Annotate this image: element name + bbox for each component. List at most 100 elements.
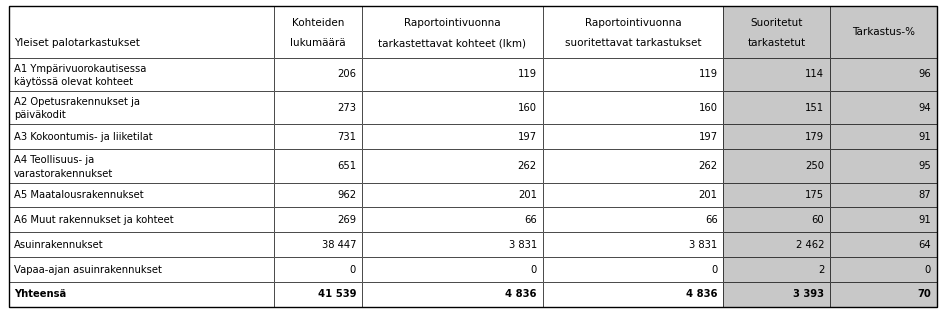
Bar: [273, 6, 361, 58]
Bar: [543, 149, 724, 183]
Bar: [724, 207, 830, 232]
Bar: [273, 282, 361, 307]
Text: 60: 60: [812, 215, 824, 225]
Text: 3 393: 3 393: [794, 290, 824, 299]
Text: varastorakennukset: varastorakennukset: [14, 169, 114, 179]
Bar: [543, 58, 724, 91]
Bar: [361, 58, 543, 91]
Bar: [273, 257, 361, 282]
Bar: [9, 58, 273, 91]
Bar: [830, 6, 937, 58]
Bar: [724, 149, 830, 183]
Bar: [543, 257, 724, 282]
Bar: [361, 232, 543, 257]
Bar: [9, 282, 273, 307]
Bar: [830, 282, 937, 307]
Bar: [9, 257, 273, 282]
Bar: [543, 183, 724, 207]
Text: 119: 119: [517, 69, 536, 79]
Text: 731: 731: [337, 132, 356, 142]
Bar: [273, 232, 361, 257]
Text: Asuinrakennukset: Asuinrakennukset: [14, 240, 104, 250]
Bar: [361, 207, 543, 232]
Text: 0: 0: [924, 265, 931, 275]
Text: A1 Ympärivuorokautisessa: A1 Ympärivuorokautisessa: [14, 64, 147, 74]
Bar: [543, 282, 724, 307]
Text: A2 Opetusrakennukset ja: A2 Opetusrakennukset ja: [14, 97, 140, 107]
Bar: [724, 149, 830, 183]
Bar: [273, 6, 361, 58]
Bar: [724, 257, 830, 282]
Bar: [543, 282, 724, 307]
Bar: [830, 149, 937, 183]
Bar: [9, 257, 273, 282]
Bar: [361, 91, 543, 124]
Bar: [273, 149, 361, 183]
Text: 201: 201: [517, 190, 536, 200]
Bar: [9, 183, 273, 207]
Text: 160: 160: [517, 103, 536, 113]
Bar: [830, 232, 937, 257]
Bar: [361, 257, 543, 282]
Text: päiväkodit: päiväkodit: [14, 110, 66, 120]
Bar: [273, 58, 361, 91]
Bar: [724, 257, 830, 282]
Bar: [361, 124, 543, 149]
Bar: [543, 6, 724, 58]
Bar: [361, 183, 543, 207]
Text: 651: 651: [337, 161, 356, 171]
Text: 94: 94: [919, 103, 931, 113]
Bar: [543, 91, 724, 124]
Text: 206: 206: [337, 69, 356, 79]
Bar: [273, 183, 361, 207]
Text: 66: 66: [705, 215, 718, 225]
Text: 38 447: 38 447: [322, 240, 356, 250]
Bar: [361, 282, 543, 307]
Bar: [543, 183, 724, 207]
Bar: [724, 6, 830, 58]
Bar: [9, 207, 273, 232]
Text: 114: 114: [805, 69, 824, 79]
Text: 70: 70: [917, 290, 931, 299]
Text: 95: 95: [919, 161, 931, 171]
Bar: [543, 124, 724, 149]
Bar: [361, 6, 543, 58]
Bar: [724, 207, 830, 232]
Text: A6 Muut rakennukset ja kohteet: A6 Muut rakennukset ja kohteet: [14, 215, 174, 225]
Text: 64: 64: [919, 240, 931, 250]
Bar: [9, 6, 273, 58]
Bar: [9, 183, 273, 207]
Text: 151: 151: [805, 103, 824, 113]
Bar: [9, 91, 273, 124]
Bar: [724, 58, 830, 91]
Text: käytössä olevat kohteet: käytössä olevat kohteet: [14, 77, 133, 87]
Text: A5 Maatalousrakennukset: A5 Maatalousrakennukset: [14, 190, 144, 200]
Bar: [9, 282, 273, 307]
Bar: [543, 149, 724, 183]
Bar: [543, 124, 724, 149]
Bar: [361, 91, 543, 124]
Bar: [724, 232, 830, 257]
Text: Yleiset palotarkastukset: Yleiset palotarkastukset: [14, 38, 140, 48]
Text: 175: 175: [805, 190, 824, 200]
Bar: [9, 207, 273, 232]
Bar: [830, 58, 937, 91]
Text: 269: 269: [337, 215, 356, 225]
Bar: [724, 282, 830, 307]
Text: 4 836: 4 836: [505, 290, 536, 299]
Bar: [543, 91, 724, 124]
Bar: [9, 6, 273, 58]
Bar: [273, 257, 361, 282]
Text: Tarkastus-%: Tarkastus-%: [851, 27, 915, 37]
Bar: [724, 183, 830, 207]
Text: 91: 91: [919, 132, 931, 142]
Text: 119: 119: [698, 69, 718, 79]
Text: 3 831: 3 831: [690, 240, 718, 250]
Bar: [361, 257, 543, 282]
Text: suoritettavat tarkastukset: suoritettavat tarkastukset: [565, 38, 701, 48]
Bar: [9, 149, 273, 183]
Bar: [724, 124, 830, 149]
Bar: [361, 149, 543, 183]
Bar: [543, 58, 724, 91]
Text: 160: 160: [699, 103, 718, 113]
